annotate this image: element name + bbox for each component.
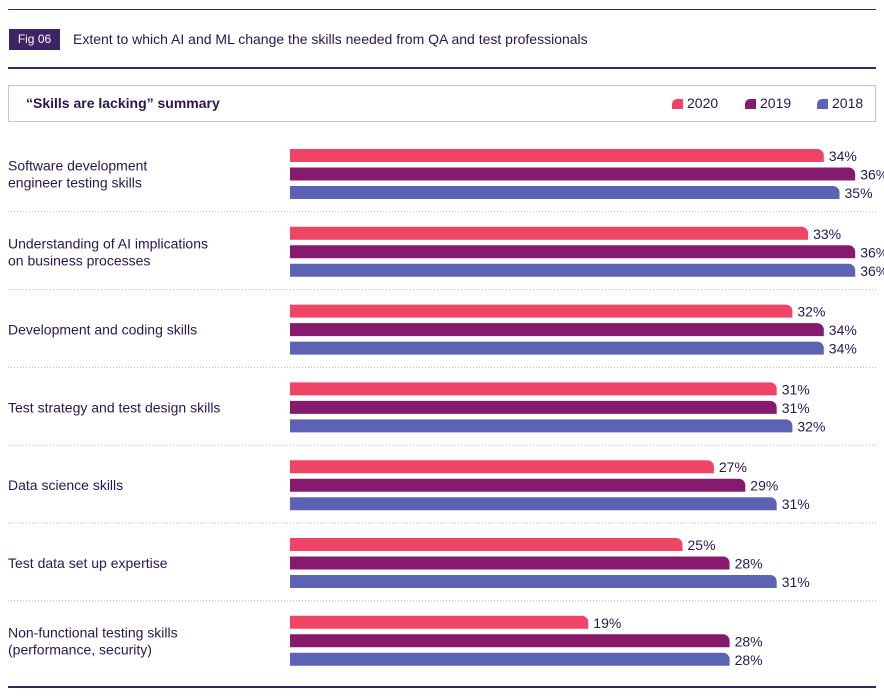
summary-header: “Skills are lacking” summary 2020 2019 2… bbox=[8, 85, 876, 122]
bar-2018 bbox=[290, 575, 777, 588]
bar-2019 bbox=[290, 556, 730, 570]
value-label-2019: 29% bbox=[750, 478, 778, 494]
bar-2020 bbox=[290, 382, 777, 396]
bar-2019 bbox=[290, 478, 746, 492]
value-label-2019: 28% bbox=[735, 633, 763, 649]
value-label-2019: 31% bbox=[782, 400, 810, 416]
header-rule bbox=[8, 67, 876, 69]
top-rule bbox=[8, 9, 876, 10]
value-label-2019: 34% bbox=[829, 322, 857, 338]
bar-2018 bbox=[290, 419, 793, 433]
bottom-rule bbox=[8, 686, 876, 688]
bar-2020 bbox=[290, 615, 589, 629]
value-label-2019: 28% bbox=[735, 556, 763, 572]
legend-label-2020: 2020 bbox=[687, 95, 719, 111]
bar-2018 bbox=[290, 186, 840, 199]
category-label-line: Understanding of AI implications bbox=[8, 235, 208, 251]
bar-2018 bbox=[290, 652, 730, 666]
value-label-2020: 32% bbox=[797, 304, 825, 320]
value-label-2020: 19% bbox=[593, 615, 621, 631]
bar-2020 bbox=[290, 226, 809, 240]
value-label-2020: 27% bbox=[719, 459, 747, 475]
category-label: Software development engineer testing ski… bbox=[8, 158, 147, 191]
bar-2019 bbox=[290, 167, 856, 181]
category-label: Non-functional testing skills (performanc… bbox=[8, 624, 178, 657]
bar-2018 bbox=[290, 341, 824, 355]
value-label-2020: 34% bbox=[829, 148, 857, 164]
bar-2019 bbox=[290, 400, 777, 414]
category-label-line: on business processes bbox=[8, 252, 150, 268]
value-label-2019: 36% bbox=[860, 167, 884, 183]
bar-2020 bbox=[290, 304, 793, 318]
legend-item-2020: 2020 bbox=[672, 95, 718, 111]
category-label-line: engineer testing skills bbox=[8, 175, 142, 191]
legend-label-2018: 2018 bbox=[832, 95, 864, 111]
bar-2020 bbox=[290, 460, 714, 474]
value-label-2018: 31% bbox=[782, 496, 810, 512]
value-label-2018: 35% bbox=[845, 185, 873, 201]
figure-badge: Fig 06 bbox=[9, 29, 60, 50]
category-label: Understanding of AI implications on busin… bbox=[8, 235, 208, 268]
category-label-line: Software development bbox=[8, 158, 147, 174]
category-label: Data science skills bbox=[8, 477, 123, 493]
bar-2018 bbox=[290, 263, 856, 277]
value-label-2018: 28% bbox=[735, 652, 763, 668]
value-label-2018: 32% bbox=[797, 418, 825, 434]
bar-2020 bbox=[290, 538, 683, 551]
legend-label-2019: 2019 bbox=[760, 95, 792, 111]
legend-swatch-2019 bbox=[745, 99, 756, 109]
figure-title: Extent to which AI and ML change the ski… bbox=[73, 31, 588, 47]
legend-swatch-2020 bbox=[672, 99, 683, 109]
bar-2019 bbox=[290, 245, 856, 259]
value-label-2019: 36% bbox=[860, 244, 884, 260]
legend-item-2018: 2018 bbox=[817, 95, 863, 111]
category-label: Development and coding skills bbox=[8, 322, 197, 338]
legend-swatch-2018 bbox=[817, 99, 828, 109]
category-label: Test strategy and test design skills bbox=[8, 399, 220, 415]
category-label-line: Development and coding skills bbox=[8, 322, 197, 338]
bar-2018 bbox=[290, 497, 777, 511]
bar-2019 bbox=[290, 634, 730, 648]
bar-2020 bbox=[290, 149, 824, 162]
chart-title: “Skills are lacking” summary bbox=[26, 95, 220, 111]
value-label-2018: 36% bbox=[860, 263, 884, 279]
category-label: Test data set up expertise bbox=[8, 555, 168, 571]
value-label-2020: 25% bbox=[688, 537, 716, 553]
category-label-line: Test strategy and test design skills bbox=[8, 399, 220, 415]
category-label-line: Data science skills bbox=[8, 477, 123, 493]
bar-2019 bbox=[290, 323, 824, 337]
legend-item-2019: 2019 bbox=[745, 95, 791, 111]
value-label-2020: 31% bbox=[782, 381, 810, 397]
value-label-2018: 31% bbox=[782, 574, 810, 590]
category-label-line: Test data set up expertise bbox=[8, 555, 168, 571]
value-label-2018: 34% bbox=[829, 341, 857, 357]
category-label-line: (performance, security) bbox=[8, 641, 152, 657]
value-label-2020: 33% bbox=[813, 226, 841, 242]
category-label-line: Non-functional testing skills bbox=[8, 624, 178, 640]
